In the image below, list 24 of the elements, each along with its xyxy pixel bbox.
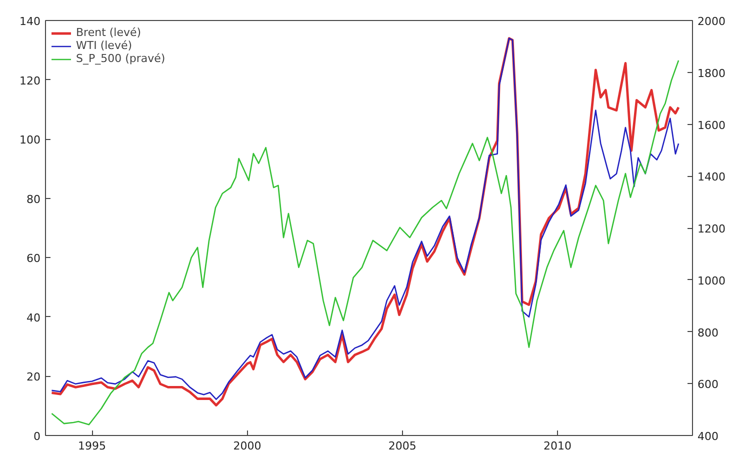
y2-tick-label: 2000 [698,15,726,28]
y2-tick-label: 1000 [698,274,726,288]
y2-tick-label: 400 [698,430,718,443]
legend-label: WTI (levé) [76,39,132,52]
y2-tick-label: 600 [698,378,718,392]
y-tick-label: 80 [26,192,41,206]
y2-tick-label: 1200 [698,222,726,236]
x-tick-label: 2005 [388,440,416,452]
y2-tick-label: 800 [698,326,718,340]
x-tick-label: 2010 [544,440,572,452]
legend-label: Brent (levé) [76,26,142,39]
legend-label: S_P_500 (pravé) [76,52,166,65]
y-tick-label: 0 [34,430,40,443]
y-tick-label: 40 [26,311,41,324]
y-tick-label: 120 [20,74,41,88]
x-tick-label: 2000 [233,440,262,452]
x-tick-label: 1995 [78,440,106,452]
y2-tick-label: 1800 [698,66,726,80]
y2-tick-label: 1600 [698,118,726,132]
y-tick-label: 140 [20,15,41,28]
y-tick-label: 60 [26,252,41,266]
y2-tick-label: 1400 [698,170,726,184]
y-tick-label: 100 [20,134,41,147]
y-tick-label: 20 [26,370,41,384]
